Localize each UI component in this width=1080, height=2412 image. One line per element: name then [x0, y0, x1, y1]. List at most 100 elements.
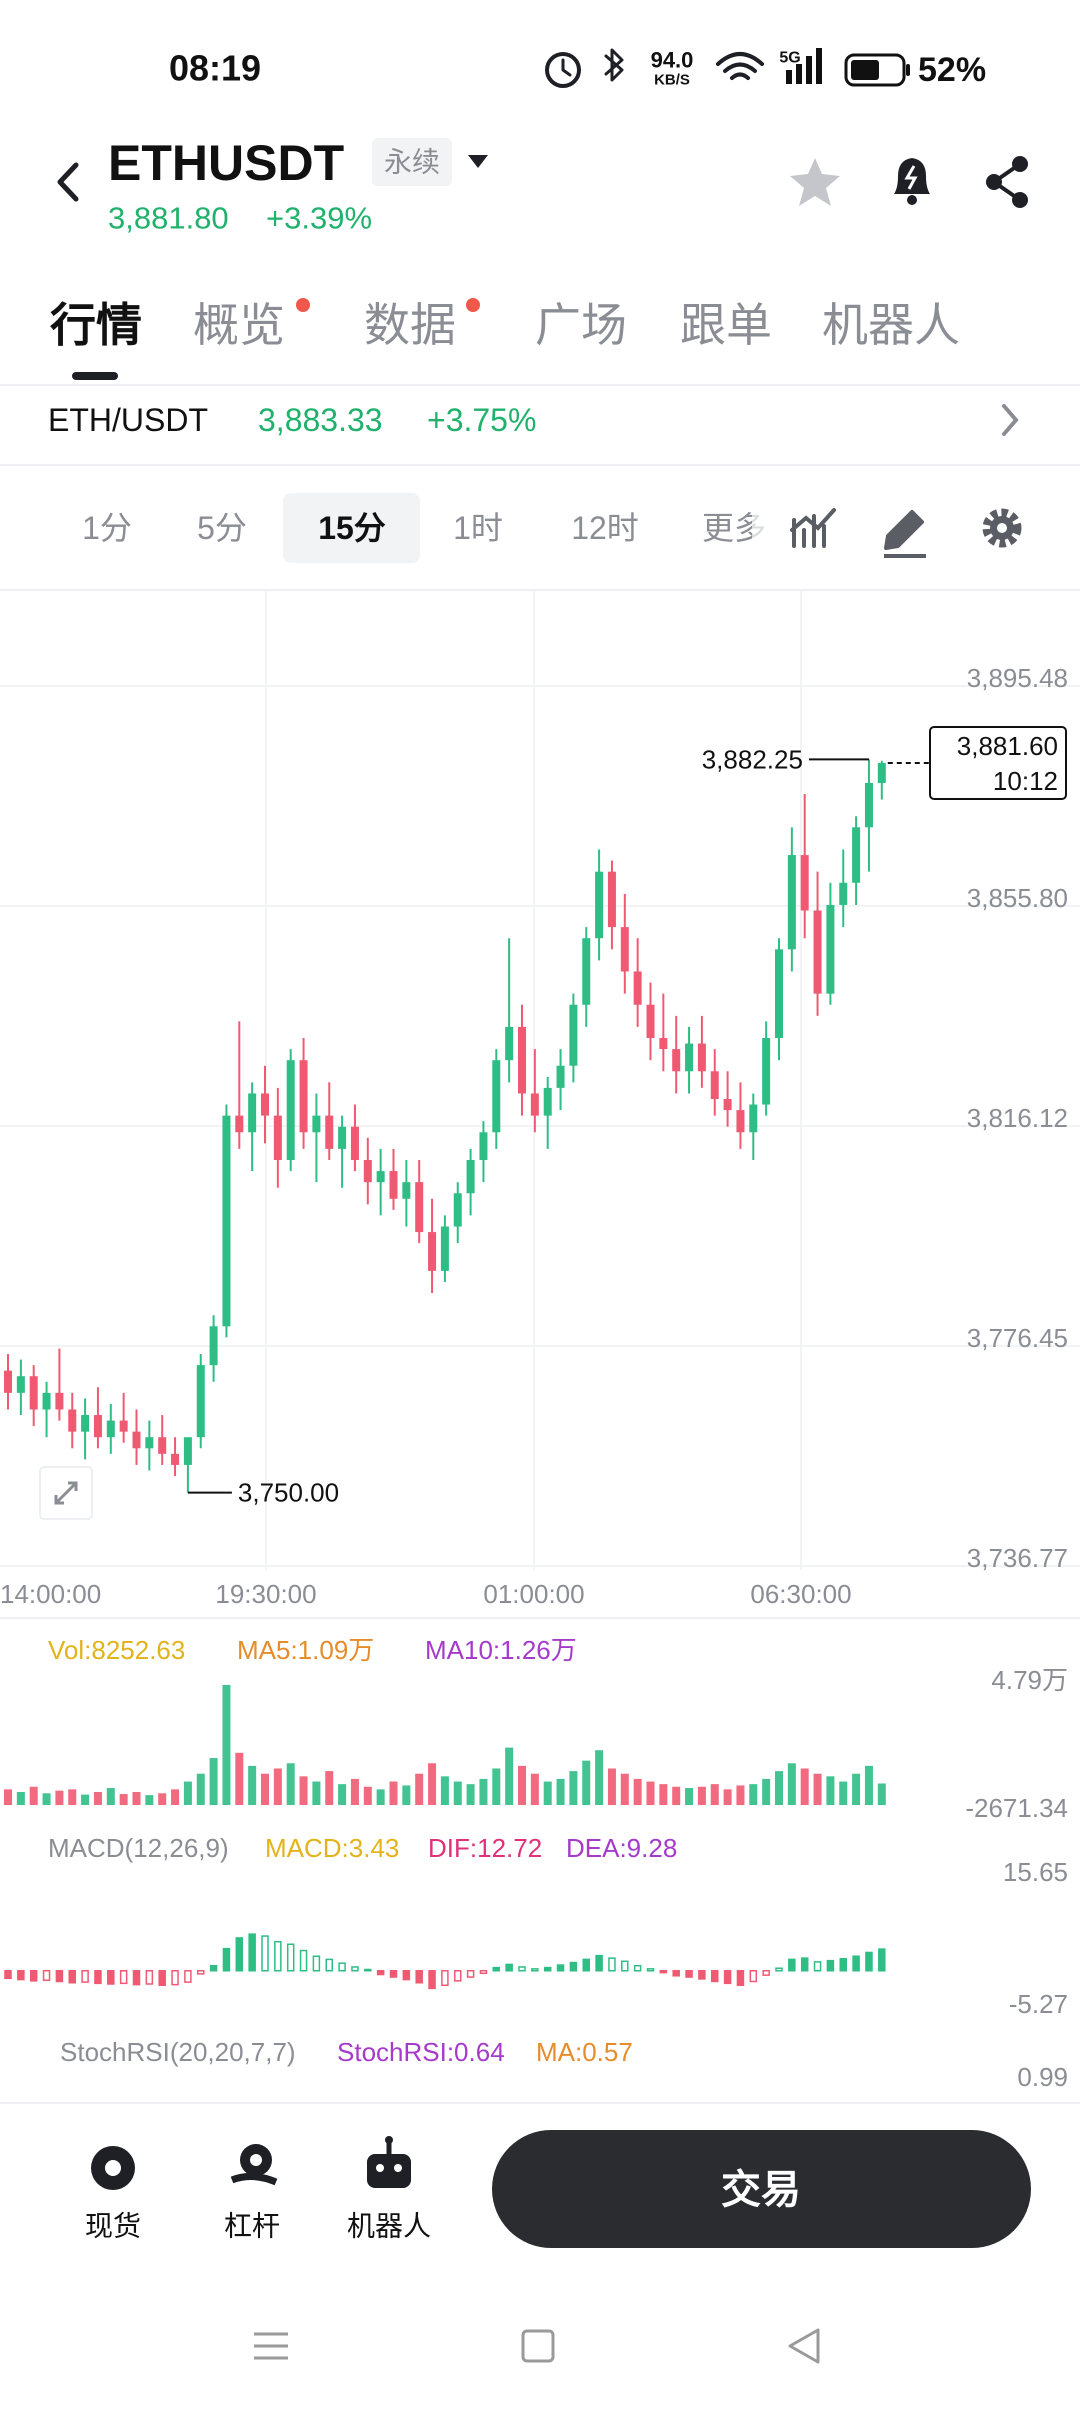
candle-body — [222, 1115, 231, 1327]
volume-bar — [196, 1773, 205, 1806]
nav-label[interactable]: 现货 — [85, 2211, 141, 2242]
candle-body — [659, 1038, 668, 1050]
system-back[interactable] — [788, 2328, 820, 2364]
candle-body — [68, 1409, 77, 1432]
tab[interactable]: 广场 — [535, 299, 627, 351]
candle-body — [453, 1193, 462, 1227]
macd-bar — [556, 1964, 565, 1972]
interval[interactable]: 1分 — [82, 510, 132, 546]
net-unit: KB/S — [654, 72, 690, 89]
system-menu[interactable] — [254, 2332, 288, 2360]
y-tick-label: 3,895.48 — [967, 663, 1068, 693]
macd-bar — [466, 1969, 475, 1978]
interval[interactable]: 5分 — [197, 510, 247, 546]
macd-bar — [415, 1969, 423, 1984]
contract-tag — [372, 138, 452, 186]
macd-bar — [94, 1969, 102, 1985]
macd-bar — [839, 1958, 847, 1972]
macd-bar — [68, 1969, 76, 1984]
volume-bar — [659, 1784, 668, 1806]
network-type: 5G — [779, 50, 800, 67]
candle-body — [235, 1115, 244, 1133]
interval[interactable]: 15分 — [318, 510, 386, 546]
candle-body — [685, 1043, 694, 1072]
volume-bar — [646, 1781, 655, 1806]
candle-body — [569, 1004, 578, 1066]
volume-bar — [620, 1773, 629, 1806]
volume-bar — [325, 1771, 334, 1806]
candle-body — [775, 949, 783, 1039]
macd-bar — [723, 1969, 732, 1985]
macd-bar — [852, 1955, 860, 1972]
volume-bar — [787, 1763, 796, 1806]
volume-label: Vol:8252.63 — [48, 1635, 185, 1665]
candle-body — [106, 1420, 115, 1438]
margin-icon[interactable] — [230, 2144, 278, 2186]
candle-body — [505, 1026, 514, 1061]
nav-label[interactable]: 杠杆 — [224, 2211, 280, 2242]
volume-tick-label: 4.79万 — [991, 1665, 1068, 1695]
candle-body — [556, 1065, 565, 1088]
macd-bar — [595, 1954, 603, 1972]
settings-button[interactable] — [982, 508, 1022, 548]
macd-bar — [351, 1966, 359, 1972]
volume-bar — [29, 1786, 38, 1806]
candle-body — [428, 1232, 437, 1271]
candle-body — [16, 1376, 25, 1393]
volume-bar — [723, 1789, 732, 1806]
kline-chart: 3,736.77 3,776.45 3,816.12 3,855.80 3,895.48… — [0, 590, 1080, 2019]
favorite-button[interactable] — [790, 158, 840, 206]
macd-bar — [209, 1964, 218, 1972]
x-tick-label: 19:30:00 — [215, 1579, 316, 1609]
ticker-chevron[interactable] — [1002, 404, 1019, 436]
contract-type[interactable]: 永续 — [384, 147, 440, 178]
volume-bar — [505, 1747, 514, 1806]
candle-body — [877, 763, 886, 783]
volume-bar — [685, 1788, 694, 1806]
back-button[interactable] — [57, 162, 79, 202]
candle-body — [183, 1437, 192, 1465]
candle-body — [273, 1115, 282, 1160]
stoch-tick-label: 0.99 — [1017, 2062, 1068, 2092]
interval[interactable]: 1时 — [453, 510, 503, 546]
notification-dot — [466, 298, 480, 312]
y-tick-label: 3,855.80 — [967, 883, 1068, 913]
macd-bar — [248, 1933, 256, 1972]
status-time: 08:19 — [169, 48, 261, 89]
y-tick-label: 3,736.77 — [967, 1543, 1068, 1573]
tab[interactable]: 跟单 — [680, 299, 772, 351]
candle-body — [325, 1115, 334, 1149]
volume-bar — [518, 1765, 526, 1806]
trade-button[interactable] — [492, 2130, 1031, 2248]
macd-bar — [518, 1966, 526, 1972]
alert-button[interactable] — [894, 158, 930, 205]
share-button[interactable] — [986, 156, 1028, 208]
candle-body — [607, 871, 616, 928]
system-home[interactable] — [521, 2329, 555, 2363]
indicator-button[interactable] — [790, 508, 836, 548]
symbol: ETHUSDT — [108, 135, 344, 191]
interval[interactable]: 12时 — [571, 510, 639, 546]
candle-body — [582, 938, 591, 1005]
tab[interactable]: 机器人 — [822, 299, 960, 351]
candle-body — [286, 1060, 295, 1160]
spot-icon[interactable] — [91, 2146, 135, 2190]
macd-bar — [325, 1958, 333, 1972]
macd-bar — [29, 1969, 38, 1982]
expand-button[interactable] — [39, 1466, 93, 1520]
dropdown-arrow[interactable] — [468, 155, 488, 168]
tab[interactable]: 概览 — [193, 299, 285, 351]
trade-button-label[interactable]: 交易 — [721, 2168, 801, 2212]
macd-bar — [775, 1967, 783, 1972]
candle-body — [646, 1004, 655, 1039]
draw-button[interactable] — [884, 510, 926, 558]
candle-body — [132, 1431, 141, 1449]
volume-bar — [55, 1790, 64, 1806]
tab[interactable]: 行情 — [50, 299, 142, 351]
tab[interactable]: 数据 — [364, 299, 456, 351]
nav-label[interactable]: 机器人 — [347, 2211, 431, 2242]
candle-body — [697, 1043, 706, 1072]
volume-bar — [16, 1791, 25, 1806]
candle-body — [350, 1126, 359, 1160]
bot-icon[interactable] — [367, 2136, 411, 2188]
